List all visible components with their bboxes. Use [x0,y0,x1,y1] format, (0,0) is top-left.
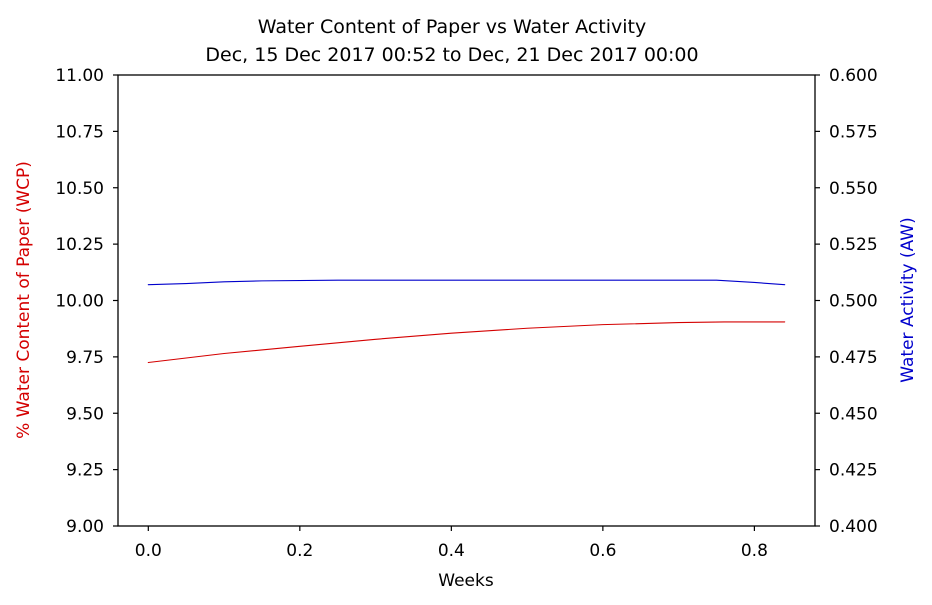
y-left-tick-label: 11.00 [55,66,104,86]
y-right-tick-label: 0.575 [829,122,878,142]
aw-series-line [147,279,786,286]
y-right-tick-label: 0.400 [829,517,878,537]
y-right-tick-label: 0.525 [829,235,878,255]
y-left-tick-label: 10.00 [55,292,104,312]
x-tick-label: 0.6 [589,541,616,561]
y-right-tick-label: 0.475 [829,348,878,368]
chart-title: Water Content of Paper vs Water Activity [258,16,646,38]
wcp-series-line [147,321,786,364]
y-right-tick-label: 0.600 [829,66,878,86]
y-axis-label-right: Water Activity (AW) [898,217,918,382]
y-right-tick-label: 0.550 [829,179,878,199]
y-left-tick-label: 9.50 [66,404,104,424]
ticks-layer: 0.0 0.2 0.4 0.6 0.8 9.00 9.25 9.50 9.75 10.00 10.2… [55,66,877,561]
y-axis-label-left: % Water Content of Paper (WCP) [14,161,34,439]
x-tick-label: 0.4 [438,541,465,561]
y-left-tick-label: 10.25 [55,235,104,255]
series-layer [147,279,786,364]
y-right-tick-label: 0.450 [829,404,878,424]
y-right-tick-label: 0.500 [829,292,878,312]
x-axis-label: Weeks [438,571,494,591]
y-left-tick-label: 9.75 [66,348,104,368]
y-left-tick-label: 10.50 [55,179,104,199]
x-tick-label: 0.8 [741,541,768,561]
x-tick-label: 0.2 [286,541,313,561]
y-right-tick-label: 0.425 [829,461,878,481]
plot-frame [117,74,816,527]
chart-subtitle: Dec, 15 Dec 2017 00:52 to Dec, 21 Dec 20… [205,44,698,66]
y-left-tick-label: 9.00 [66,517,104,537]
y-left-tick-label: 9.25 [66,461,104,481]
y-left-tick-label: 10.75 [55,122,104,142]
x-tick-label: 0.0 [135,541,162,561]
